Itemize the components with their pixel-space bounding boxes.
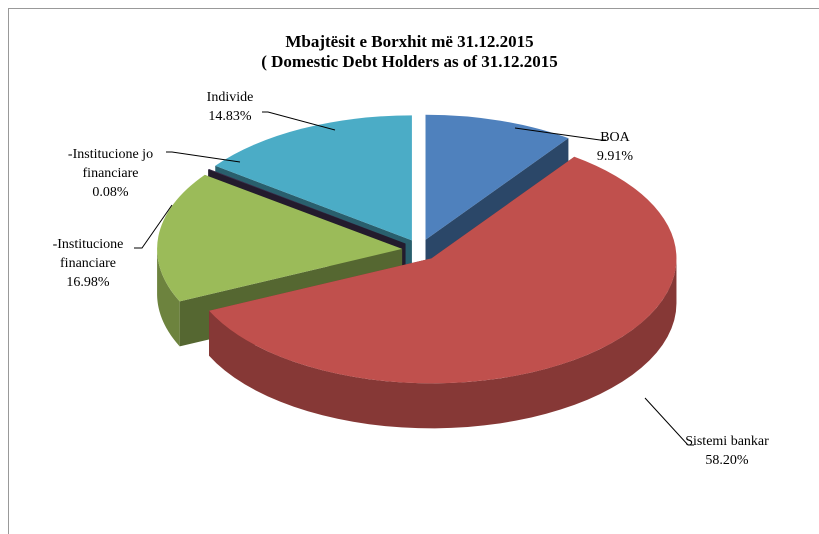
category-label: BOA: [600, 130, 630, 145]
slice-label: Sistemi bankar 58.20%: [672, 432, 782, 470]
slice-label: -Institucione jo financiare 0.08%: [48, 145, 173, 202]
value-label: 58.20%: [705, 453, 749, 468]
chart-title: Mbajtësit e Borxhit më 31.12.2015: [285, 32, 534, 51]
slice-label: Individe 14.83%: [190, 88, 270, 126]
leader-line: [514, 127, 606, 141]
value-label: 9.91%: [596, 149, 634, 164]
slice: [209, 156, 677, 384]
slice-side: [157, 248, 180, 347]
slice: [215, 115, 412, 241]
slice-label: -Institucione financiare 16.98%: [38, 235, 138, 292]
leader-line: [262, 111, 336, 131]
value-label: 16.98%: [66, 275, 110, 290]
slice-label: BOA 9.91%: [575, 128, 655, 166]
category-label: Individe: [206, 90, 254, 105]
leader-line: [644, 397, 694, 446]
leader-line: [134, 204, 173, 249]
slice-side: [209, 258, 677, 429]
category-label: -Institucione jo financiare: [67, 147, 154, 181]
slice: [157, 174, 403, 302]
chart-subtitle: ( Domestic Debt Holders as of 31.12.2015: [261, 52, 558, 71]
slice: [425, 114, 569, 240]
value-label: 0.08%: [92, 185, 129, 200]
slice: [208, 169, 406, 244]
chart-border: [8, 8, 819, 534]
leader-line: [166, 151, 241, 163]
category-label: -Institucione financiare: [52, 237, 124, 271]
category-label: Sistemi bankar: [685, 434, 769, 449]
value-label: 14.83%: [208, 109, 252, 124]
pie: [157, 114, 677, 429]
leader-lines: [134, 111, 694, 446]
